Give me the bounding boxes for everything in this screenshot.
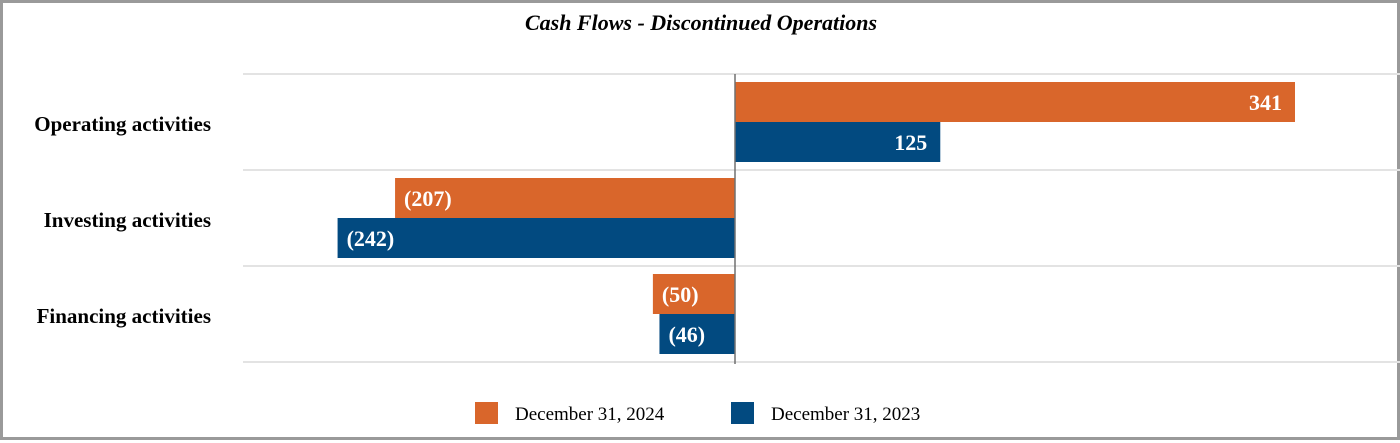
data-label: 341	[1249, 90, 1282, 115]
bar	[659, 314, 735, 354]
category-label: Operating activities	[34, 112, 211, 136]
bar	[337, 218, 735, 258]
bar	[395, 178, 735, 218]
legend-label: December 31, 2024	[515, 404, 665, 425]
data-label: (207)	[404, 186, 452, 211]
data-label: 125	[894, 130, 927, 155]
chart-title: Cash Flows - Discontinued Operations	[525, 10, 877, 35]
category-labels: Operating activities Investing activities…	[34, 112, 211, 328]
bar	[652, 274, 735, 314]
legend-swatch	[731, 402, 754, 424]
category-label: Investing activities	[44, 208, 211, 232]
bars	[337, 82, 1295, 354]
legend-label: December 31, 2023	[771, 404, 920, 425]
value-labels: 341 (207) (50) 125 (242) (46)	[347, 90, 1282, 347]
bar	[735, 82, 1295, 122]
legend: December 31, 2024 December 31, 2023	[475, 402, 920, 425]
bar-chart: Cash Flows - Discontinued Operations Ope…	[34, 10, 1400, 425]
grid-lines	[243, 73, 1400, 363]
bar	[735, 122, 941, 162]
data-label: (242)	[347, 226, 395, 251]
legend-swatch	[475, 402, 498, 424]
data-label: (46)	[668, 322, 705, 347]
data-label: (50)	[662, 282, 699, 307]
category-label: Financing activities	[37, 304, 211, 328]
